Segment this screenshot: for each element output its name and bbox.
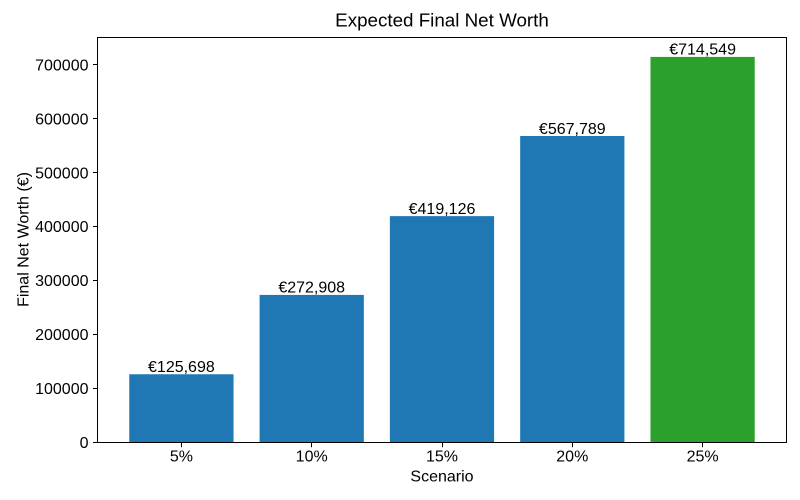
svg-text:100000: 100000 xyxy=(35,381,88,398)
svg-text:10%: 10% xyxy=(296,449,328,466)
svg-text:20%: 20% xyxy=(556,449,588,466)
svg-text:5%: 5% xyxy=(170,449,193,466)
svg-text:€567,789: €567,789 xyxy=(539,121,606,138)
svg-text:700000: 700000 xyxy=(35,58,88,75)
svg-text:€419,126: €419,126 xyxy=(409,201,476,218)
svg-text:500000: 500000 xyxy=(35,165,88,182)
svg-text:25%: 25% xyxy=(687,449,719,466)
svg-text:Expected Final Net Worth: Expected Final Net Worth xyxy=(335,9,549,30)
svg-text:Final Net Worth (€): Final Net Worth (€) xyxy=(16,172,33,307)
svg-text:600000: 600000 xyxy=(35,111,88,128)
svg-text:300000: 300000 xyxy=(35,273,88,290)
svg-text:200000: 200000 xyxy=(35,327,88,344)
svg-text:€272,908: €272,908 xyxy=(278,280,345,297)
svg-text:Scenario: Scenario xyxy=(410,469,473,486)
svg-text:15%: 15% xyxy=(426,449,458,466)
svg-text:€714,549: €714,549 xyxy=(669,42,736,59)
svg-text:400000: 400000 xyxy=(35,219,88,236)
svg-text:€125,698: €125,698 xyxy=(148,359,215,376)
svg-text:0: 0 xyxy=(80,435,89,452)
